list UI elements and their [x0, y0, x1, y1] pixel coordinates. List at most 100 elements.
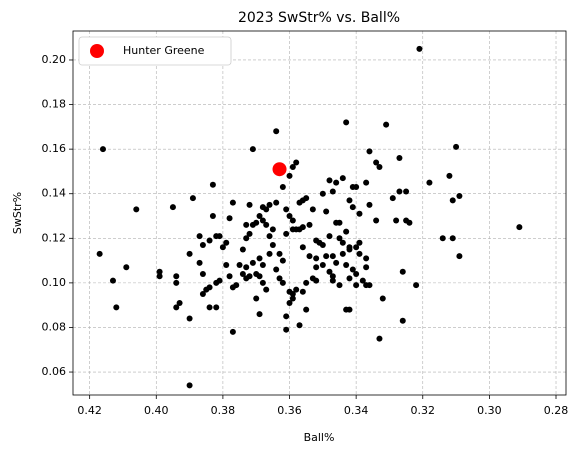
scatter-point [323, 253, 330, 260]
scatter-point [273, 128, 280, 135]
scatter-point [389, 195, 396, 202]
scatter-point [213, 279, 220, 286]
scatter-point [156, 273, 163, 280]
chart-title: 2023 SwStr% vs. Ball% [238, 10, 400, 26]
scatter-point [226, 273, 233, 280]
scatter-point [243, 235, 250, 242]
scatter-point [289, 291, 296, 298]
scatter-point [263, 286, 270, 293]
scatter-point [206, 304, 213, 311]
scatter-point [366, 282, 373, 289]
scatter-point [376, 335, 383, 342]
scatter-point [199, 270, 206, 277]
scatter-point [229, 284, 236, 291]
scatter-point [99, 146, 106, 153]
scatter-point [186, 315, 193, 322]
scatter-point [333, 259, 340, 266]
scatter-point [339, 175, 346, 182]
scatter-point [319, 241, 326, 248]
scatter-point [399, 268, 406, 275]
scatter-point [383, 121, 390, 128]
scatter-point [96, 250, 103, 257]
scatter-point [349, 204, 356, 211]
scatter-point [259, 217, 266, 224]
scatter-point [353, 184, 360, 191]
scatter-point [396, 155, 403, 162]
scatter-point [303, 306, 310, 313]
y-tick-label: 0.10 [42, 276, 67, 289]
scatter-point [313, 255, 320, 262]
x-tick-label: 0.40 [144, 404, 169, 417]
scatter-point [246, 273, 253, 280]
scatter-point [346, 275, 353, 282]
x-tick-label: 0.38 [211, 404, 236, 417]
scatter-point [449, 197, 456, 204]
scatter-point [326, 268, 333, 275]
scatter-point [346, 306, 353, 313]
scatter-point [289, 217, 296, 224]
scatter-point [276, 250, 283, 257]
scatter-point [403, 188, 410, 195]
scatter-point [246, 230, 253, 237]
scatter-point [426, 179, 433, 186]
x-tick-label: 0.32 [411, 404, 436, 417]
y-tick-label: 0.16 [42, 142, 67, 155]
scatter-point [256, 213, 263, 220]
scatter-point [199, 291, 206, 298]
scatter-point [283, 206, 290, 213]
scatter-point [209, 181, 216, 188]
scatter-point [276, 275, 283, 282]
scatter-point [326, 233, 333, 240]
y-tick-label: 0.08 [42, 320, 67, 333]
scatter-point [333, 219, 340, 226]
scatter-point [343, 228, 350, 235]
scatter-point [289, 295, 296, 302]
scatter-point [329, 273, 336, 280]
scatter-point [296, 322, 303, 329]
scatter-point [263, 221, 270, 228]
scatter-point [366, 201, 373, 208]
scatter-point [346, 197, 353, 204]
scatter-point [373, 159, 380, 166]
scatter-point [356, 239, 363, 246]
scatter-point [256, 255, 263, 262]
x-tick-label: 0.42 [77, 404, 102, 417]
scatter-point [272, 162, 287, 177]
scatter-point [236, 262, 243, 269]
scatter-point [306, 253, 313, 260]
scatter-point [343, 119, 350, 126]
scatter-point [249, 146, 256, 153]
scatter-point [366, 148, 373, 155]
scatter-point [403, 217, 410, 224]
y-tick-label: 0.06 [42, 365, 67, 378]
scatter-point [329, 277, 336, 284]
x-tick-label: 0.36 [277, 404, 302, 417]
scatter-point [259, 204, 266, 211]
x-tick-label: 0.28 [544, 404, 569, 417]
scatter-point [246, 201, 253, 208]
scatter-point [173, 304, 180, 311]
scatter-point [363, 179, 370, 186]
y-tick-label: 0.18 [42, 98, 67, 111]
scatter-point [363, 255, 370, 262]
scatter-point [343, 262, 350, 269]
scatter-point [333, 179, 340, 186]
scatter-point [349, 266, 356, 273]
scatter-point [213, 233, 220, 240]
scatter-point [206, 237, 213, 244]
scatter-point [396, 188, 403, 195]
scatter-point [456, 192, 463, 199]
scatter-point [456, 253, 463, 260]
scatter-point [323, 208, 330, 215]
scatter-point [453, 143, 460, 150]
scatter-point [313, 277, 320, 284]
scatter-point [313, 264, 320, 271]
scatter-point [303, 195, 310, 202]
scatter-point [156, 268, 163, 275]
scatter-point [186, 250, 193, 257]
scatter-point [256, 311, 263, 318]
scatter-point [266, 233, 273, 240]
legend-label: Hunter Greene [123, 44, 205, 57]
scatter-point [289, 163, 296, 170]
legend-marker [90, 44, 104, 58]
